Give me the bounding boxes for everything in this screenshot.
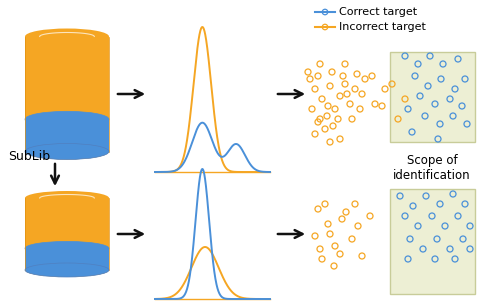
- Text: Correct target: Correct target: [339, 7, 417, 17]
- Ellipse shape: [25, 29, 109, 44]
- FancyBboxPatch shape: [390, 52, 475, 142]
- Bar: [25, 119, 109, 151]
- Text: Incorrect target: Incorrect target: [339, 22, 426, 32]
- Bar: [25, 36, 109, 151]
- Bar: [25, 248, 109, 270]
- Ellipse shape: [25, 241, 109, 255]
- Ellipse shape: [25, 143, 109, 160]
- Ellipse shape: [25, 111, 109, 127]
- Ellipse shape: [25, 263, 109, 277]
- Bar: [25, 198, 109, 270]
- FancyBboxPatch shape: [390, 189, 475, 294]
- Ellipse shape: [25, 191, 109, 205]
- Text: SubLib: SubLib: [8, 150, 50, 163]
- Ellipse shape: [25, 263, 109, 277]
- Text: Scope of
identification: Scope of identification: [393, 154, 471, 182]
- Ellipse shape: [25, 143, 109, 160]
